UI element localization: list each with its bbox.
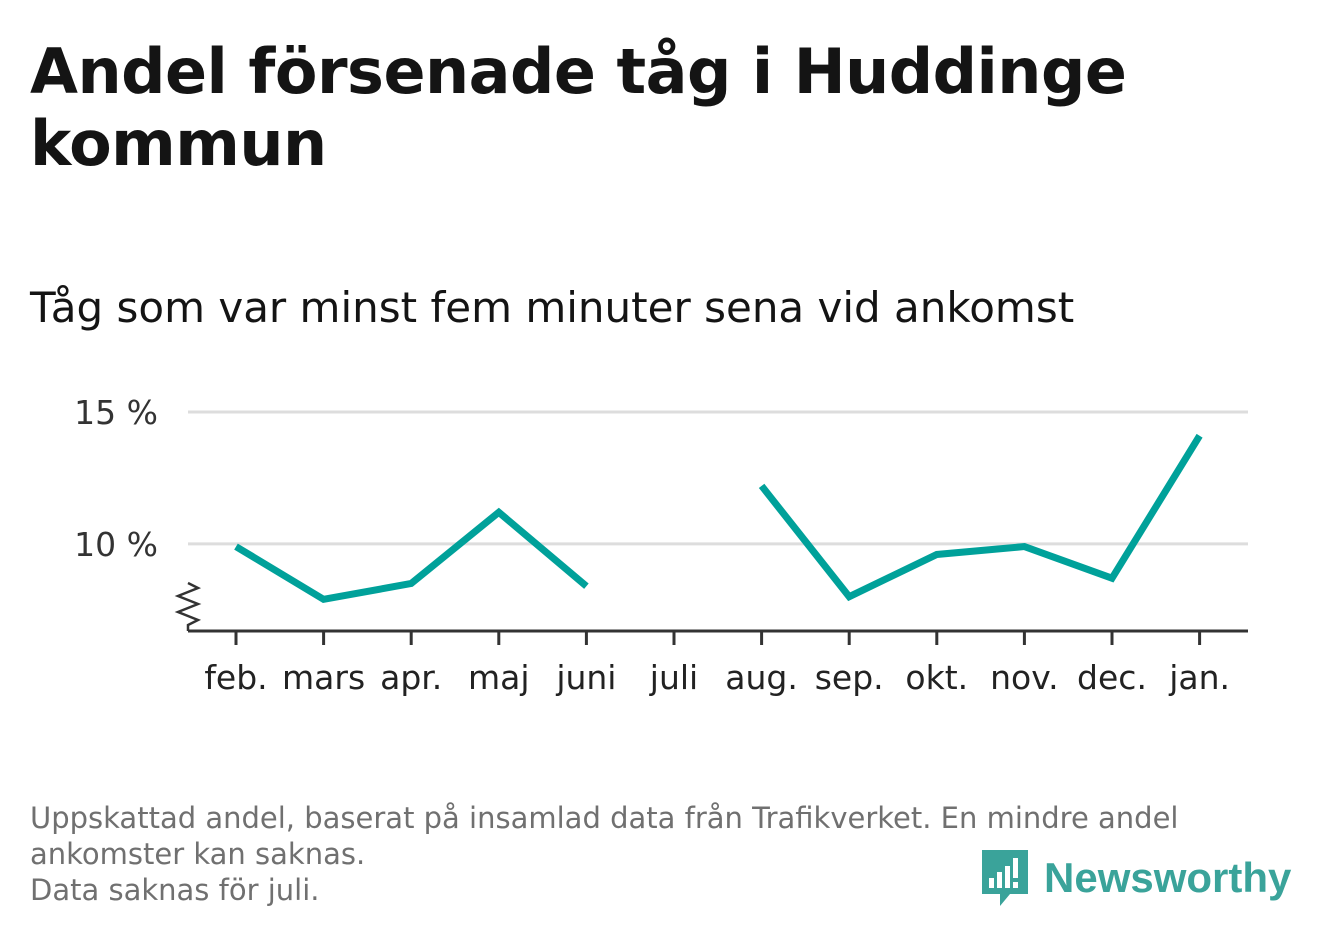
y-tick-label: 15 %: [74, 393, 158, 432]
x-tick-label: maj: [468, 658, 530, 697]
series-line: [234, 507, 589, 604]
footnote: Uppskattad andel, baserat på insamlad da…: [30, 800, 1280, 908]
newsworthy-logo: Newsworthy: [980, 848, 1291, 908]
bar-chart-speech-bubble-icon: [982, 850, 1028, 906]
grid-layer: [188, 410, 1248, 546]
footnote-line-1: Uppskattad andel, baserat på insamlad da…: [30, 801, 1179, 835]
x-tick-label: feb.: [204, 658, 267, 697]
x-tick-label: okt.: [905, 658, 968, 697]
x-tick-label: jan.: [1168, 658, 1230, 697]
chart-subtitle: Tåg som var minst fem minuter sena vid a…: [30, 283, 1075, 332]
series-line: [758, 433, 1203, 602]
label-layer: 10 % 15 % feb. mars apr. maj juni juli aug. sep. o…: [74, 393, 1230, 697]
x-tick-label: sep.: [815, 658, 884, 697]
brand-name: Newsworthy: [1044, 854, 1292, 901]
axis-layer: [174, 581, 1248, 645]
x-tick-label: apr.: [380, 658, 442, 697]
x-tick-label: juni: [555, 658, 616, 697]
series-layer: [234, 433, 1203, 604]
x-tick-label: aug.: [725, 658, 798, 697]
axis-break-icon: [174, 581, 202, 631]
x-tick-label: dec.: [1077, 658, 1147, 697]
x-tick-label: mars: [282, 658, 365, 697]
footnote-line-3: Data saknas för juli.: [30, 873, 320, 907]
line-chart: 10 % 15 % feb. mars apr. maj juni juli aug. sep. o…: [74, 393, 1248, 697]
y-tick-label: 10 %: [74, 525, 158, 564]
footnote-line-2: ankomster kan saknas.: [30, 837, 366, 871]
x-tick-label: nov.: [990, 658, 1059, 697]
chart-title: Andel försenade tåg i Huddinge kommun: [30, 35, 1127, 180]
x-tick-label: juli: [649, 658, 698, 697]
